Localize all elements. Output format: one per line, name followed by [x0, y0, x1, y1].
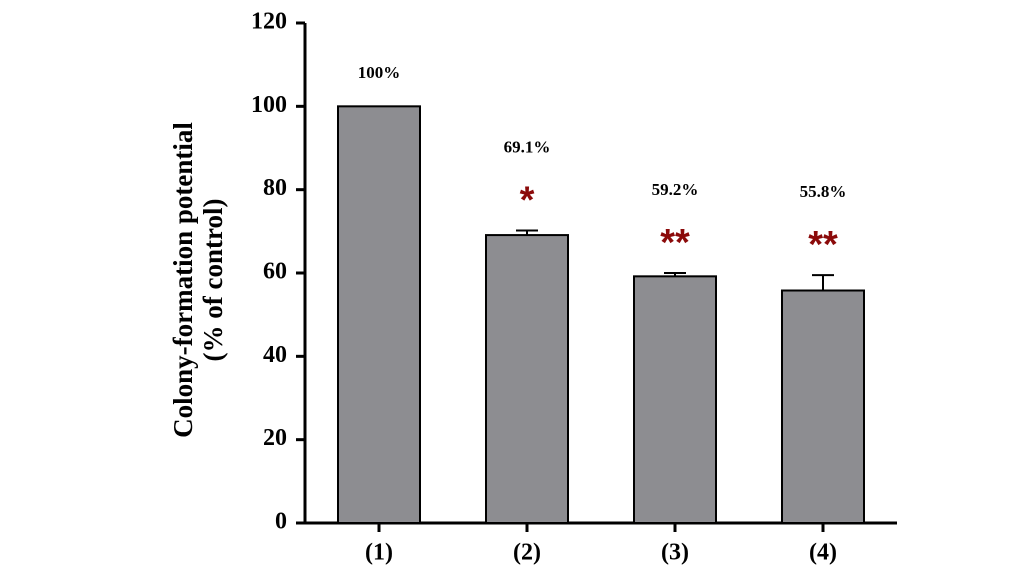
bar [485, 234, 569, 524]
y-tick-label: 20 [263, 425, 287, 451]
y-axis-title: (% of control) [198, 199, 228, 362]
value-label: 100% [358, 63, 401, 82]
y-axis-title: Colony-formation potential [168, 122, 198, 438]
significance-marker: ** [660, 222, 690, 264]
significance-marker: ** [808, 224, 838, 266]
bar [337, 105, 421, 524]
y-tick-label: 80 [263, 175, 287, 201]
value-label: 69.1% [504, 137, 551, 156]
x-tick-label: (2) [513, 540, 541, 566]
y-tick-label: 100 [251, 92, 287, 118]
y-tick-label: 60 [263, 259, 287, 285]
y-tick-label: 40 [263, 342, 287, 368]
x-tick-label: (4) [809, 540, 837, 566]
y-tick-label: 0 [275, 509, 287, 535]
bar [633, 275, 717, 525]
value-label: 55.8% [800, 182, 847, 201]
value-label: 59.2% [652, 180, 699, 199]
bar [781, 289, 865, 524]
x-tick-label: (1) [365, 540, 393, 566]
significance-marker: * [520, 180, 535, 222]
y-tick-label: 120 [251, 9, 287, 35]
x-tick-label: (3) [661, 540, 689, 566]
